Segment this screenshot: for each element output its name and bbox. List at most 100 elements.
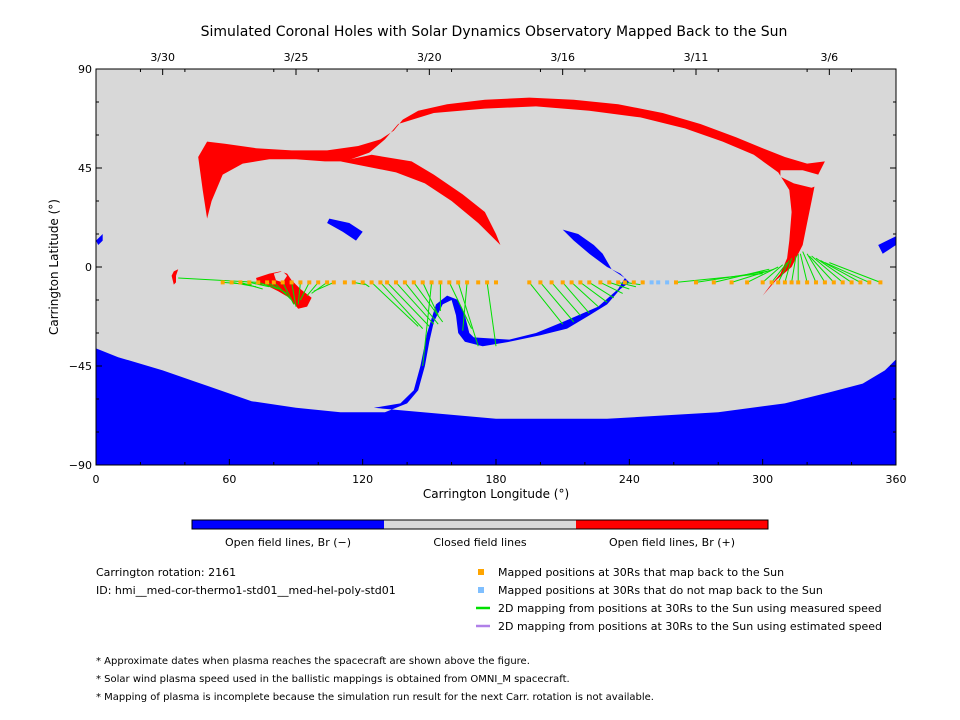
mapped-point-27 (456, 280, 461, 285)
mapped-point-12 (325, 280, 330, 285)
mapped-point-5 (265, 280, 270, 285)
measured-mapping-line-37 (600, 281, 623, 294)
field-regions (96, 97, 896, 465)
legend-swatch-mapped (478, 569, 484, 575)
measured-mapping-line-24 (422, 282, 433, 367)
mapped-point-60 (840, 280, 845, 285)
x-tick-label-4: 240 (619, 473, 640, 486)
measured-mapping-line-34 (571, 282, 599, 307)
mapped-point-49 (745, 280, 750, 285)
mapped-point-41 (616, 280, 621, 285)
mapped-point-26 (447, 280, 452, 285)
measured-mapping-line-30 (528, 282, 564, 325)
mapped-point-8 (289, 280, 294, 285)
mapped-point-39 (598, 280, 603, 285)
x-tick-label-3: 180 (486, 473, 507, 486)
measured-mapping-line-55 (808, 255, 835, 283)
mapped-point-25 (438, 280, 443, 285)
legend-label-measured: 2D mapping from positions at 30Rs to the… (498, 602, 882, 615)
mapped-point-16 (360, 280, 365, 285)
mapped-point-7 (280, 280, 285, 285)
mapped-point-58 (822, 280, 827, 285)
measured-mapping-line-49 (784, 258, 793, 283)
y-tick-label-4: 90 (78, 63, 92, 76)
mapped-point-6 (271, 280, 276, 285)
legend: Mapped positions at 30Rs that map back t… (476, 566, 882, 633)
measured-mapping-line-59 (824, 262, 870, 283)
negative-open-region-6 (878, 236, 896, 254)
measured-mapping-line-46 (762, 264, 784, 283)
mapped-point-31 (494, 280, 498, 285)
closed-hole-region-8 (393, 141, 428, 160)
measured-mapping-line-35 (580, 281, 608, 303)
measured-mapping-line-47 (771, 262, 788, 283)
mapped-point-30 (485, 280, 490, 285)
mapped-point-14 (342, 280, 347, 285)
closed-hole-region-10 (273, 271, 288, 283)
mapped-point-42 (622, 280, 627, 285)
mapping-lines (178, 251, 881, 367)
measured-mapping-line-56 (811, 255, 844, 283)
measured-mapping-line-50 (791, 255, 797, 283)
mapped-point-53 (782, 280, 787, 285)
top-date-axis: 3/30 3/25 3/20 3/16 3/11 3/6 (150, 51, 838, 75)
mapped-point-36 (569, 280, 574, 285)
mapped-point-40 (607, 280, 612, 285)
mapped-point-46 (694, 280, 698, 285)
x-axis-label: Carrington Longitude (°) (423, 487, 569, 501)
legend-swatch-unmapped (478, 587, 484, 593)
measured-mapping-line-10 (297, 282, 301, 305)
measured-mapping-line-52 (799, 253, 808, 283)
mapped-point-63 (867, 280, 872, 285)
model-id: ID: hmi__med-cor-thermo1-std01__med-hel-… (96, 584, 396, 597)
y-axis-label: Carrington Latitude (°) (47, 199, 61, 335)
mapped-point-11 (316, 280, 321, 285)
measured-mapping-line-5 (258, 281, 279, 290)
mapped-point-23 (420, 280, 425, 285)
mapped-point-20 (394, 280, 398, 285)
measured-mapping-line-32 (551, 282, 581, 316)
unmapped-point-1 (656, 280, 661, 285)
mapped-point-15 (351, 280, 356, 285)
measured-mapping-line-17 (371, 282, 419, 327)
unmapped-point-0 (649, 280, 654, 285)
measured-mapping-line-53 (802, 251, 817, 283)
legend-label-unmapped: Mapped positions at 30Rs that do not map… (498, 584, 823, 597)
mapped-point-55 (796, 280, 801, 285)
positive-open-region-2 (256, 271, 312, 309)
closed-hole-region-9 (780, 170, 823, 188)
measured-mapping-line-45 (746, 266, 779, 283)
mapped-point-43 (631, 280, 636, 285)
measured-mapping-line-18 (380, 282, 424, 329)
measured-mapping-line-28 (462, 282, 468, 331)
mapped-point-3 (247, 280, 252, 285)
measured-mapping-line-8 (282, 282, 295, 305)
measured-mapping-line-21 (404, 282, 439, 325)
footnote-incomplete: * Mapping of plasma is incomplete becaus… (96, 692, 654, 703)
measured-mapping-line-42 (695, 270, 768, 283)
top-date-label-4: 3/11 (684, 51, 709, 64)
measured-mapping-line-33 (562, 282, 590, 314)
top-date-label-2: 3/20 (417, 51, 442, 64)
measured-mapping-line-31 (540, 282, 575, 323)
measured-mapping-line-57 (815, 257, 852, 283)
measured-mapping-line-11 (299, 282, 310, 301)
y-tick-label-2: 0 (85, 261, 92, 274)
y-tick-label-1: −45 (69, 360, 92, 373)
mapped-point-24 (429, 280, 434, 285)
measured-mapping-line-48 (777, 260, 790, 283)
measured-mapping-line-41 (675, 273, 763, 283)
colorbar-label-positive: Open field lines, Br (+) (609, 536, 735, 549)
mapped-point-1 (229, 280, 234, 285)
x-tick-label-6: 360 (886, 473, 907, 486)
mapped-point-44 (640, 280, 645, 285)
measured-mapping-line-43 (713, 268, 770, 283)
mapped-point-28 (465, 280, 470, 285)
mapped-point-59 (831, 280, 836, 285)
measured-mapping-line-39 (618, 281, 637, 288)
measured-mapping-line-19 (386, 282, 430, 327)
colorbar-positive (576, 520, 768, 529)
measured-mapping-line-44 (731, 268, 774, 283)
footnote-speed: * Solar wind plasma speed used in the ba… (96, 674, 570, 685)
